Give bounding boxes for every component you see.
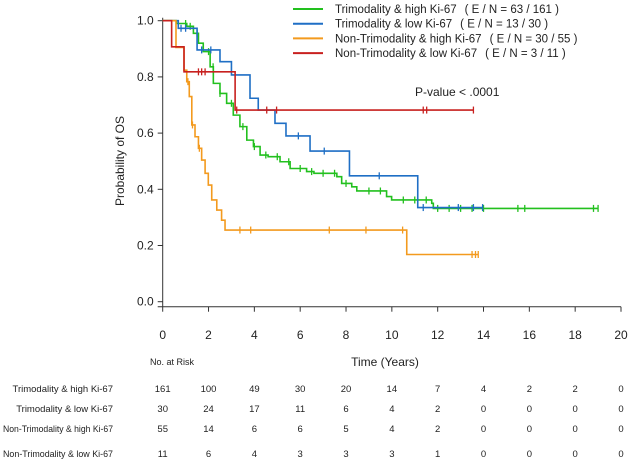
risk-count: 0 <box>481 404 486 415</box>
risk-count: 0 <box>527 449 532 460</box>
risk-row-label: Trimodality & high Ki-67 <box>13 384 114 395</box>
risk-count: 4 <box>481 384 486 395</box>
risk-count: 0 <box>618 449 623 460</box>
risk-count: 49 <box>249 384 260 395</box>
risk-count: 0 <box>573 404 578 415</box>
p-value-annotation: P-value < .0001 <box>415 85 500 99</box>
risk-count: 3 <box>389 449 394 460</box>
legend-entry: Trimodality & high Ki-67 ( E / N = 63 / 1… <box>335 4 559 16</box>
risk-count: 161 <box>155 384 171 395</box>
risk-count: 11 <box>158 449 168 460</box>
risk-count: 3 <box>298 449 303 460</box>
legend: Trimodality & high Ki-67 ( E / N = 63 / 1… <box>293 4 578 60</box>
x-tick-label: 16 <box>523 328 537 342</box>
risk-count: 7 <box>435 384 440 395</box>
risk-count: 4 <box>389 404 394 415</box>
y-tick-label: 0.8 <box>137 70 154 84</box>
risk-row-label: Non-Trimodality & low Ki-67 <box>3 449 113 460</box>
risk-count: 20 <box>341 384 352 395</box>
risk-count: 0 <box>481 449 486 460</box>
legend-label: Trimodality & high Ki-67 <box>335 4 457 16</box>
risk-count: 0 <box>618 384 623 395</box>
risk-count: 14 <box>387 384 398 395</box>
risk-count: 6 <box>298 424 303 435</box>
risk-count: 1 <box>435 449 440 460</box>
km-curve-series-0 <box>162 19 599 210</box>
x-tick-label: 2 <box>205 328 212 342</box>
x-tick-label: 10 <box>385 328 399 342</box>
risk-count: 4 <box>252 449 257 460</box>
risk-count: 30 <box>157 404 168 415</box>
legend-label: Non-Trimodality & high Ki-67 <box>335 33 482 45</box>
risk-count: 5 <box>343 424 348 435</box>
risk-count: 0 <box>527 404 532 415</box>
risk-table: Trimodality & high Ki-67 161 100 49 30 20 14 7 4… <box>3 384 624 460</box>
risk-count: 3 <box>343 449 348 460</box>
legend-label: Non-Trimodality & low Ki-67 <box>335 48 477 60</box>
risk-row-label: Trimodality & low Ki-67 <box>16 404 113 415</box>
risk-count: 0 <box>573 449 578 460</box>
y-tick-label: 1.0 <box>137 14 154 28</box>
risk-count: 0 <box>618 404 623 415</box>
risk-count: 55 <box>157 424 168 435</box>
x-axis-label: Time (Years) <box>351 355 419 369</box>
legend-entry: Non-Trimodality & low Ki-67 ( E / N = 3 /… <box>335 48 566 60</box>
risk-count: 2 <box>435 404 440 415</box>
risk-count: 14 <box>203 424 214 435</box>
risk-count: 2 <box>435 424 440 435</box>
y-axis-label: Probability of OS <box>113 116 127 206</box>
x-tick-label: 8 <box>343 328 350 342</box>
risk-count: 2 <box>573 384 578 395</box>
legend-label: Trimodality & low Ki-67 <box>335 19 452 31</box>
risk-count: 11 <box>295 404 305 415</box>
risk-count: 30 <box>295 384 306 395</box>
axes: 0 2 4 6 8 10 12 14 16 18 20 0.0 0.2 0.4 0.6 0.8 1.0 <box>137 14 628 342</box>
x-tick-label: 6 <box>297 328 304 342</box>
legend-stat: ( E / N = 63 / 161 ) <box>465 4 559 16</box>
risk-count: 4 <box>389 424 394 435</box>
risk-count: 6 <box>206 449 211 460</box>
x-tick-label: 20 <box>614 328 628 342</box>
legend-stat: ( E / N = 13 / 30 ) <box>460 19 548 31</box>
km-curve-series-1 <box>162 19 483 209</box>
risk-count: 0 <box>481 424 486 435</box>
y-tick-label: 0.4 <box>137 182 154 196</box>
risk-count: 0 <box>618 424 623 435</box>
x-tick-label: 12 <box>431 328 445 342</box>
legend-stat: ( E / N = 30 / 55 ) <box>490 33 578 45</box>
risk-count: 6 <box>343 404 348 415</box>
risk-count: 0 <box>527 424 532 435</box>
risk-count: 0 <box>573 424 578 435</box>
km-curve-series-3 <box>162 19 474 111</box>
risk-count: 2 <box>527 384 532 395</box>
legend-entry: Non-Trimodality & high Ki-67 ( E / N = 30… <box>335 33 578 45</box>
x-tick-label: 18 <box>568 328 582 342</box>
legend-entry: Trimodality & low Ki-67 ( E / N = 13 / 30… <box>335 19 548 31</box>
curves <box>162 19 599 258</box>
risk-count: 24 <box>203 404 214 415</box>
x-tick-label: 14 <box>477 328 491 342</box>
risk-count: 6 <box>252 424 257 435</box>
x-tick-label: 0 <box>159 328 166 342</box>
risk-table-title: No. at Risk <box>150 357 195 367</box>
risk-row-label: Non-Trimodality & high Ki-67 <box>3 424 113 435</box>
y-tick-label: 0.0 <box>137 295 154 309</box>
x-tick-label: 4 <box>251 328 258 342</box>
y-tick-label: 0.6 <box>137 126 154 140</box>
risk-count: 100 <box>201 384 217 395</box>
legend-stat: ( E / N = 3 / 11 ) <box>485 48 566 60</box>
risk-count: 17 <box>249 404 260 415</box>
y-tick-label: 0.2 <box>137 239 154 253</box>
